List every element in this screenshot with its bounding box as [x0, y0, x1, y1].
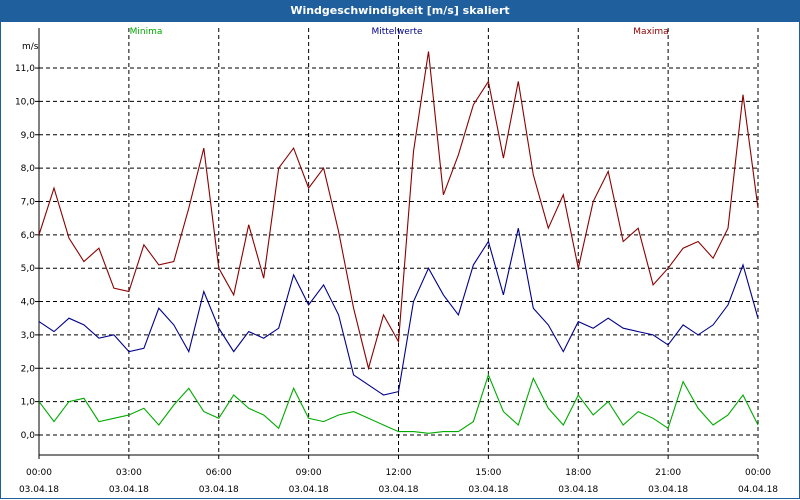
series-line-maxima [38, 51, 759, 371]
series-line-minima [38, 373, 759, 434]
x-tick-date: 03.04.18 [19, 485, 59, 495]
y-tick-label: 1,0 [21, 398, 36, 408]
x-tick-time: 15:00 [475, 468, 501, 478]
x-tick-date: 03.04.18 [199, 485, 239, 495]
y-tick-label: 0,0 [21, 431, 36, 441]
y-tick-label: 3,0 [21, 331, 36, 341]
x-tick-time: 00:00 [745, 468, 771, 478]
y-tick-label: 5,0 [21, 264, 36, 274]
y-axis-ticks: 0,0 1,0 2,0 3,0 4,0 5,0 6,0 7,0 8,0 9,0 10,0 11,0 [15, 64, 39, 441]
x-tick-date: 03.04.18 [109, 485, 149, 495]
chart-title: Windgeschwindigkeit [m/s] skaliert [0, 0, 800, 22]
series-line-mittelwerte [38, 228, 759, 396]
x-tick-time: 03:00 [116, 468, 142, 478]
x-tick-date: 03.04.18 [378, 485, 418, 495]
y-axis-label: m/s [22, 42, 39, 52]
x-tick-date: 03.04.18 [648, 485, 688, 495]
x-tick-time: 06:00 [206, 468, 232, 478]
legend-maxima: Maxima [633, 27, 668, 37]
grid-lines [38, 28, 759, 456]
x-axis-ticks: 00:00 03.04.18 03:00 03.04.18 06:00 03.04.18 0… [19, 455, 778, 495]
x-tick-time: 18:00 [565, 468, 591, 478]
y-tick-label: 8,0 [21, 164, 36, 174]
x-tick-date: 03.04.18 [558, 485, 598, 495]
x-tick-date: 03.04.18 [468, 485, 508, 495]
y-tick-label: 6,0 [21, 231, 36, 241]
legend-mittelwerte: Mittelwerte [371, 27, 422, 37]
x-tick-time: 12:00 [386, 468, 412, 478]
y-tick-label: 9,0 [21, 131, 36, 141]
legend-minima: Minima [130, 27, 163, 37]
y-tick-label: 10,0 [15, 97, 35, 107]
y-tick-label: 11,0 [15, 64, 35, 74]
x-tick-date: 04.04.18 [738, 485, 778, 495]
x-tick-time: 09:00 [296, 468, 322, 478]
y-tick-label: 2,0 [21, 364, 36, 374]
legend: Minima Mittelwerte Maxima [130, 27, 669, 37]
x-tick-time: 21:00 [655, 468, 681, 478]
x-tick-time: 00:00 [26, 468, 52, 478]
x-tick-date: 03.04.18 [289, 485, 329, 495]
y-tick-label: 7,0 [21, 197, 36, 207]
series-lines [38, 51, 759, 434]
y-tick-label: 4,0 [21, 298, 36, 308]
